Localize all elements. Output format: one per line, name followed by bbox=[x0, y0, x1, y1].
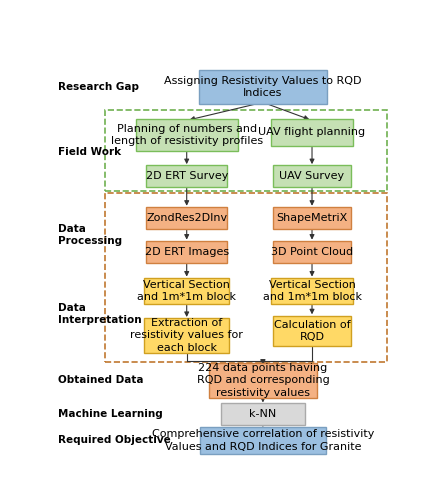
Text: 2D ERT Survey: 2D ERT Survey bbox=[146, 172, 228, 181]
Text: 3D Point Cloud: 3D Point Cloud bbox=[271, 246, 353, 256]
Text: Vertical Section
and 1m*1m block: Vertical Section and 1m*1m block bbox=[263, 280, 361, 302]
Text: Data
Interpretation: Data Interpretation bbox=[58, 304, 142, 325]
Text: Comprehensive correlation of resistivity
Values and RQD Indices for Granite: Comprehensive correlation of resistivity… bbox=[152, 429, 374, 452]
FancyBboxPatch shape bbox=[146, 206, 227, 229]
Text: Extraction of
resistivity values for
each block: Extraction of resistivity values for eac… bbox=[130, 318, 243, 352]
Text: ShapeMetriX: ShapeMetriX bbox=[276, 213, 348, 223]
FancyBboxPatch shape bbox=[271, 119, 353, 146]
FancyBboxPatch shape bbox=[209, 363, 317, 398]
FancyBboxPatch shape bbox=[273, 206, 351, 229]
Text: Data
Processing: Data Processing bbox=[58, 224, 122, 246]
Text: Planning of numbers and
length of resistivity profiles: Planning of numbers and length of resist… bbox=[111, 124, 263, 146]
Text: UAV flight planning: UAV flight planning bbox=[258, 128, 366, 138]
FancyBboxPatch shape bbox=[146, 165, 227, 188]
FancyBboxPatch shape bbox=[273, 240, 351, 263]
Text: 2D ERT Images: 2D ERT Images bbox=[145, 246, 229, 256]
Text: Obtained Data: Obtained Data bbox=[58, 376, 143, 386]
FancyBboxPatch shape bbox=[221, 404, 305, 425]
Text: Machine Learning: Machine Learning bbox=[58, 409, 163, 419]
FancyBboxPatch shape bbox=[144, 278, 229, 304]
Text: Assigning Resistivity Values to RQD
Indices: Assigning Resistivity Values to RQD Indi… bbox=[164, 76, 362, 98]
Text: k-NN: k-NN bbox=[249, 409, 277, 419]
Text: 224 data points having
RQD and corresponding
resistivity values: 224 data points having RQD and correspon… bbox=[197, 363, 329, 398]
Text: ZondRes2DInv: ZondRes2DInv bbox=[146, 213, 227, 223]
FancyBboxPatch shape bbox=[200, 427, 326, 454]
FancyBboxPatch shape bbox=[198, 70, 327, 104]
Text: Vertical Section
and 1m*1m block: Vertical Section and 1m*1m block bbox=[137, 280, 236, 302]
FancyBboxPatch shape bbox=[273, 165, 351, 188]
FancyBboxPatch shape bbox=[144, 318, 229, 352]
Bar bbox=[105, 110, 387, 191]
FancyBboxPatch shape bbox=[273, 316, 351, 346]
Text: Field Work: Field Work bbox=[58, 148, 121, 158]
Text: Research Gap: Research Gap bbox=[58, 82, 139, 92]
FancyBboxPatch shape bbox=[136, 118, 238, 152]
FancyBboxPatch shape bbox=[271, 278, 353, 304]
FancyBboxPatch shape bbox=[146, 240, 227, 263]
Text: Calculation of
RQD: Calculation of RQD bbox=[274, 320, 350, 342]
Text: UAV Survey: UAV Survey bbox=[279, 172, 345, 181]
Bar bbox=[105, 193, 387, 362]
Text: Required Objective: Required Objective bbox=[58, 436, 171, 446]
